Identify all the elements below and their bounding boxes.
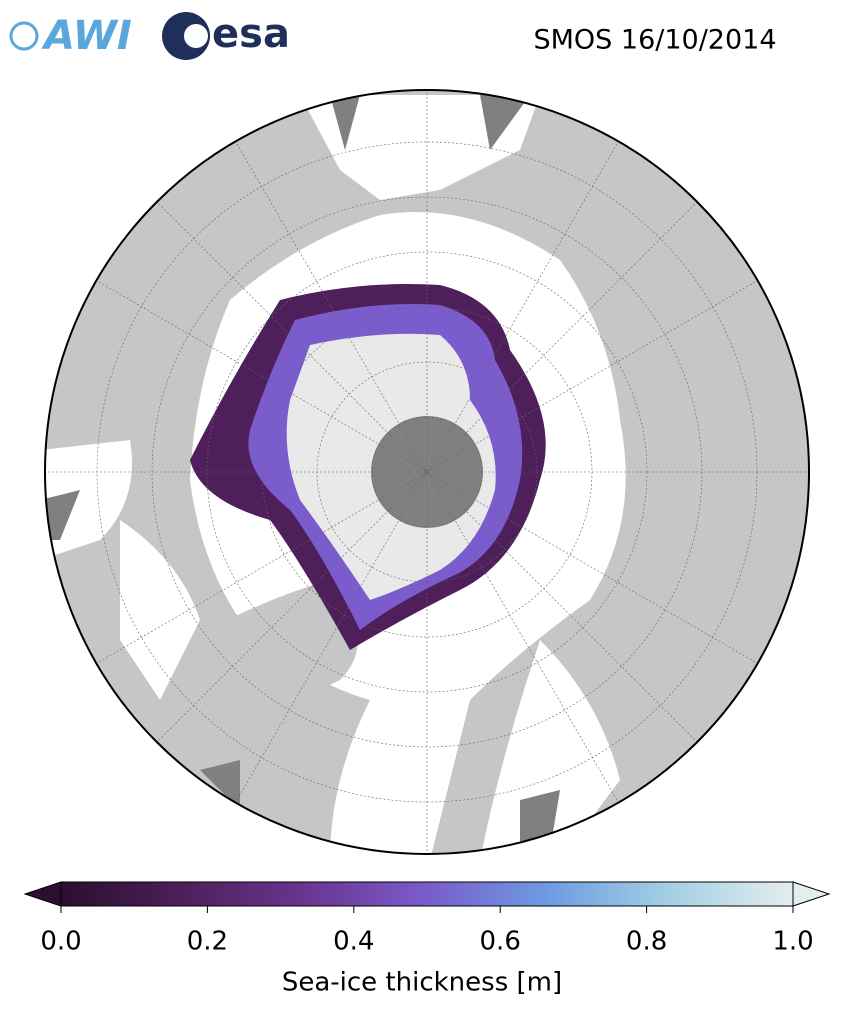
colorbar-label: Sea-ice thickness [m]: [282, 968, 562, 998]
colorbar-extension: [792, 881, 831, 907]
colorbar-tick-label: 0.8: [626, 927, 667, 957]
esa-logo: esa: [162, 11, 290, 60]
colorbar-tick-label: 0.4: [333, 927, 374, 957]
map-title: SMOS 16/10/2014: [533, 25, 776, 56]
colorbar-extension: [23, 881, 62, 907]
colorbar-tick-label: 0.0: [40, 927, 81, 957]
polar-map: [45, 90, 809, 854]
colorbar-tick-label: 0.2: [187, 927, 228, 957]
logo-text: esa: [212, 11, 290, 57]
colorbar-gradient: [60, 881, 794, 907]
colorbar: 0.0 0.2 0.4 0.6 0.8 1.0 Sea-ice thickness [m]: [23, 881, 831, 998]
awi-logo: AWI: [9, 13, 132, 59]
logo-text: AWI: [41, 13, 132, 59]
colorbar-tick-label: 1.0: [772, 927, 813, 957]
colorbar-tick-label: 0.6: [480, 927, 521, 957]
map-boundary: [44, 89, 810, 855]
